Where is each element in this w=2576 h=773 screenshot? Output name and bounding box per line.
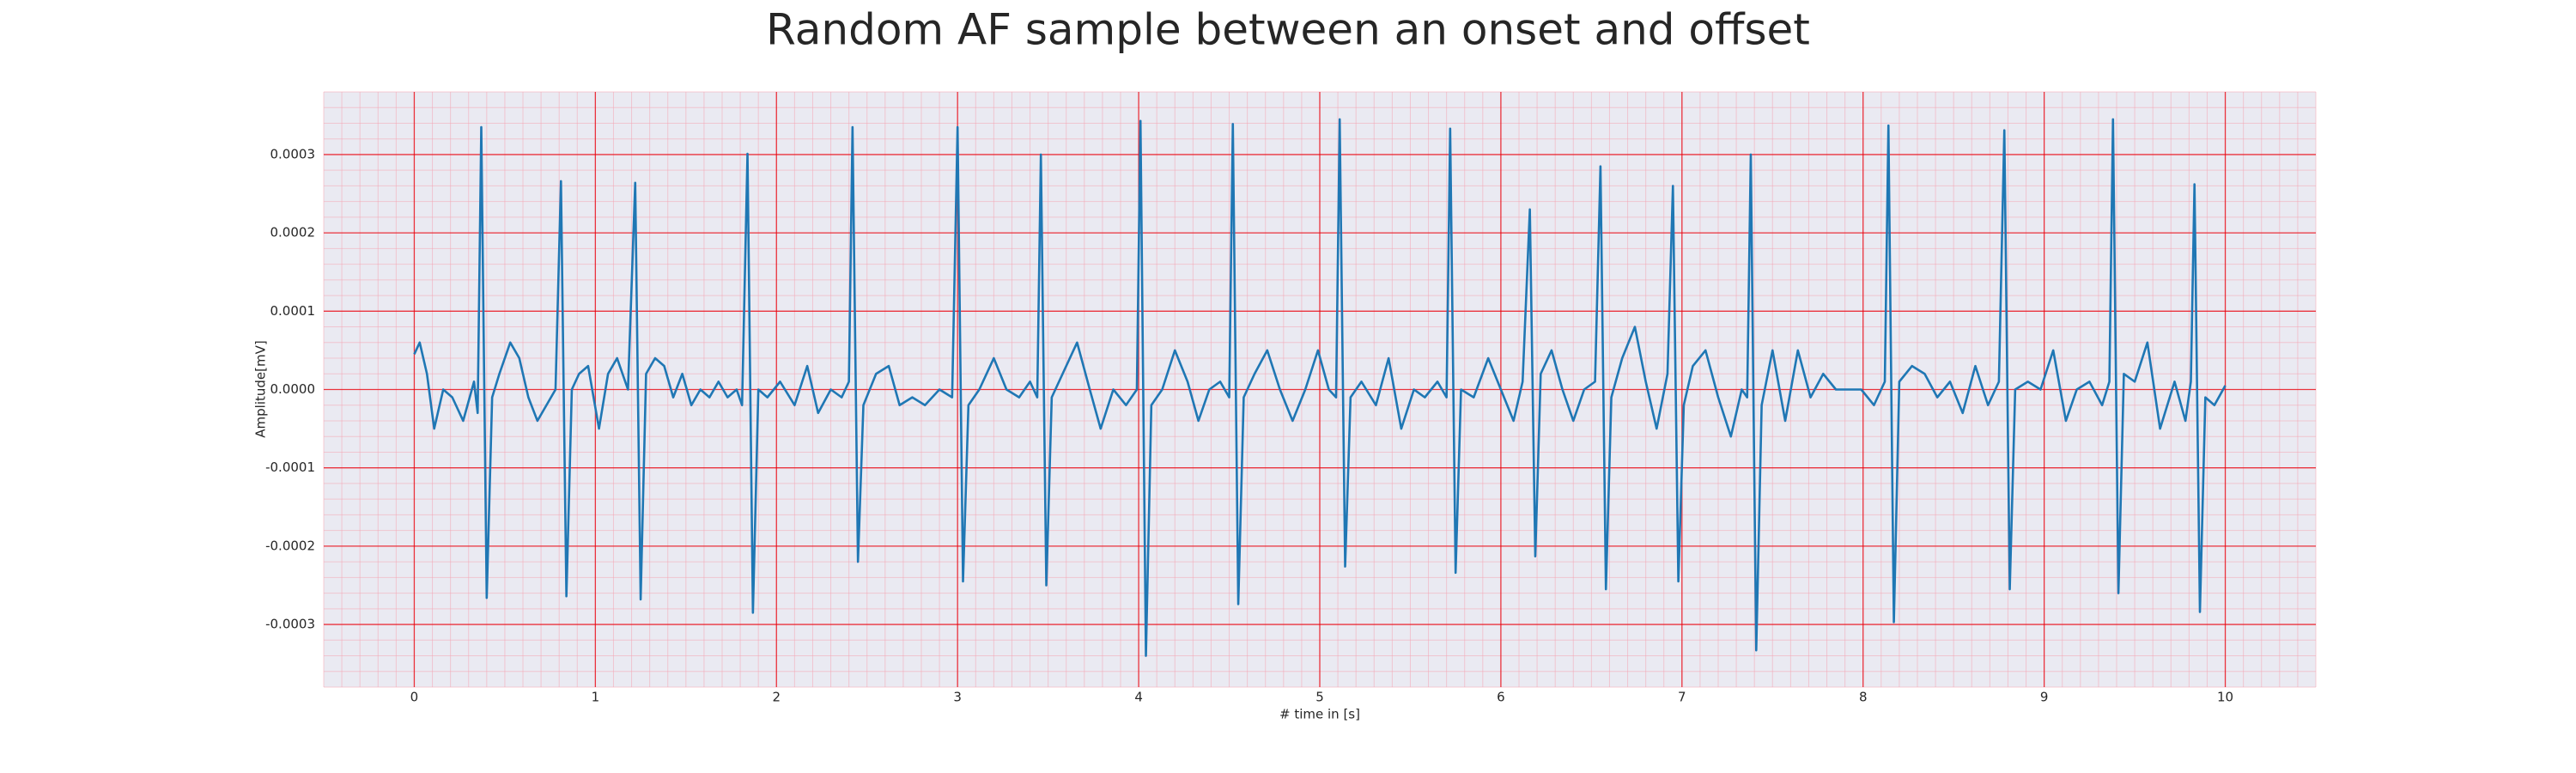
x-tick-label: 7: [1678, 690, 1686, 705]
y-tick-label: 0.0002: [270, 225, 316, 240]
x-tick-label: 5: [1315, 690, 1324, 705]
x-tick-label: 2: [772, 690, 781, 705]
y-tick-label: -0.0001: [265, 460, 315, 475]
signal-line: [413, 118, 2227, 657]
y-tick-label: -0.0003: [265, 617, 315, 632]
x-tick-label: 4: [1134, 690, 1143, 705]
x-tick-label: 0: [410, 690, 419, 705]
x-tick-label: 9: [2040, 690, 2049, 705]
y-tick-label: 0.0000: [270, 381, 316, 397]
x-tick-label: 3: [953, 690, 962, 705]
x-tick-label: 8: [1859, 690, 1868, 705]
y-tick-label: -0.0002: [265, 538, 315, 553]
y-tick-label: 0.0001: [270, 303, 316, 319]
x-tick-label: 6: [1497, 690, 1505, 705]
y-axis-label: Amplitude[mV]: [253, 340, 269, 437]
x-tick-label: 10: [2217, 690, 2233, 705]
chart-title: Random AF sample between an onset and of…: [766, 5, 1810, 55]
x-tick-label: 1: [592, 690, 600, 705]
y-tick-label: 0.0003: [270, 146, 316, 161]
x-axis-label: # time in [s]: [1279, 707, 1360, 722]
data-layer: [413, 118, 2227, 657]
